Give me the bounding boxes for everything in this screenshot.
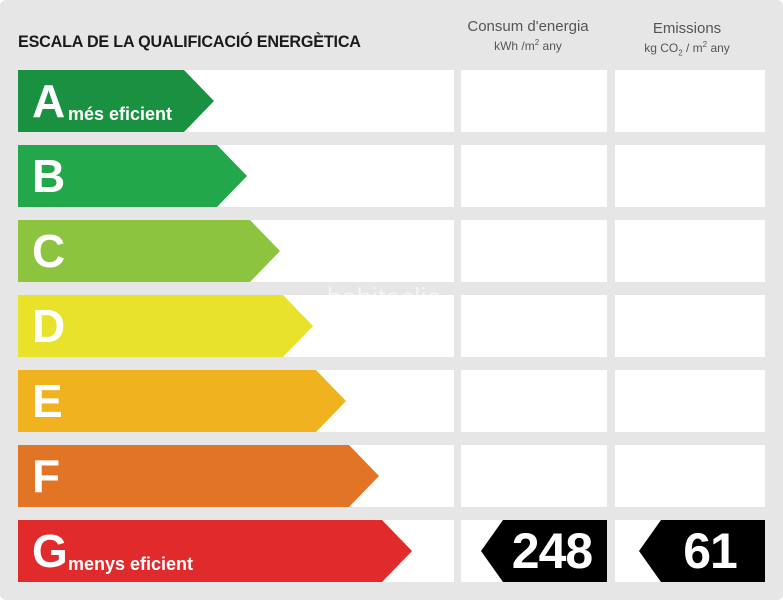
emissions-cell <box>615 370 765 432</box>
class-arrow-shape <box>18 370 346 432</box>
class-caption: menys eficient <box>68 554 194 574</box>
consumption-unit: kWh /m2 any <box>494 38 562 53</box>
class-bar-b: B <box>18 145 247 207</box>
class-letter: A <box>32 75 66 127</box>
class-letter: E <box>32 375 63 427</box>
emissions-heading-text: Emissions <box>652 20 722 37</box>
consumption-cell <box>461 445 607 507</box>
emissions-unit: kg CO2 / m2 any <box>644 40 730 58</box>
class-letter: C <box>32 225 66 277</box>
emissions-indicator-value: 61 <box>683 523 738 579</box>
consumption-cell <box>461 70 607 132</box>
class-arrow-shape <box>18 520 412 582</box>
emissions-cell <box>615 445 765 507</box>
class-arrow-shape <box>18 145 247 207</box>
emissions-indicator: 61 <box>639 520 765 582</box>
class-letter: D <box>32 300 66 352</box>
class-bar-c: C <box>18 220 280 282</box>
consumption-cell <box>461 145 607 207</box>
class-letter: B <box>32 150 66 202</box>
class-bar-d: D <box>18 295 313 357</box>
consumption-column-heading: Consum d'energia kWh /m2 any <box>458 18 598 53</box>
class-arrow-shape <box>18 220 280 282</box>
emissions-cell <box>615 295 765 357</box>
consumption-cell <box>461 370 607 432</box>
class-bar-e: E <box>18 370 346 432</box>
class-letter: G <box>32 525 68 577</box>
class-bar-f: F <box>18 445 379 507</box>
class-arrow-shape <box>18 295 313 357</box>
watermark: habitaclia <box>327 282 442 312</box>
emissions-column-heading: Emissions kg CO2 / m2 any <box>612 20 762 57</box>
class-arrow-shape <box>18 445 379 507</box>
emissions-cell <box>615 70 765 132</box>
consumption-indicator: 248 <box>481 520 607 582</box>
emissions-cell <box>615 145 765 207</box>
consumption-cell <box>461 220 607 282</box>
class-arrow-shape <box>18 70 214 132</box>
consumption-heading-text: Consum d'energia <box>467 18 589 35</box>
class-letter: F <box>32 450 61 502</box>
consumption-indicator-value: 248 <box>511 523 593 579</box>
emissions-cell <box>615 220 765 282</box>
label-title: ESCALA DE LA QUALIFICACIÓ ENERGÈTICA <box>18 32 361 51</box>
class-caption: més eficient <box>68 104 173 124</box>
consumption-cell <box>461 295 607 357</box>
